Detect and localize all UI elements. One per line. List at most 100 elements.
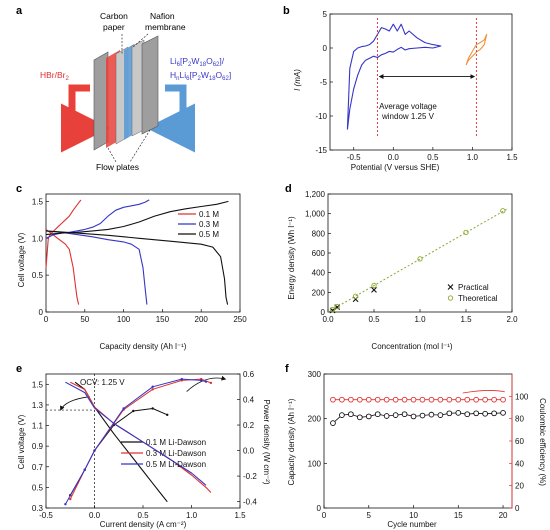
blue-loop-arrow (165, 84, 187, 132)
e-power-point (209, 381, 213, 385)
c-charge-curve-0 (45, 199, 82, 268)
panel-d-letter: d (285, 183, 292, 195)
d-ylabel: Energy density (Wh l⁻¹) (287, 216, 296, 300)
y2-tick-label: 0.6 (243, 370, 255, 379)
e-legend-label: 0.5 M Li-Dawson (146, 460, 206, 469)
e-xlabel: Current density (A cm⁻²) (100, 520, 187, 529)
carbon-paper-label-2: paper (103, 22, 125, 32)
x-tick-label: 1.5 (506, 153, 518, 162)
x-tick-label: 1.5 (234, 511, 246, 520)
panel-e-letter: e (16, 363, 22, 375)
f-efficiency-point (339, 396, 345, 403)
e-legend-label: 0.3 M Li-Dawson (146, 449, 206, 458)
e-power-point (200, 379, 203, 382)
c-xlabel: Capacity density (Ah l⁻¹) (100, 342, 187, 351)
f-efficiency-arrow (462, 390, 505, 394)
f-efficiency-point (374, 396, 381, 403)
b-frame (329, 13, 513, 151)
b-ylabel: I (mA) (293, 69, 302, 91)
y2-tick-label: 0.0 (243, 447, 255, 456)
f-efficiency-point (401, 396, 408, 403)
e-power-curve-2 (64, 378, 207, 505)
x-tick-label: 0.5 (427, 153, 439, 162)
x-tick-label: 1.0 (186, 511, 198, 520)
y-tick-label: 200 (312, 288, 326, 297)
y-tick-label: 1.5 (32, 197, 44, 206)
f-capacity-point (339, 412, 345, 418)
f-y2label: Coulombic efficiency (%) (538, 398, 547, 486)
c-legend-label: 0.1 M (199, 210, 219, 219)
e-right-arrow (186, 375, 227, 392)
x-tick-label: -0.5 (347, 153, 361, 162)
e-polarization-curve-2 (65, 381, 207, 486)
y2-tick-label: 20 (515, 482, 524, 491)
e-power-point (204, 380, 208, 383)
f-capacity-point (446, 410, 453, 417)
y-tick-label: 300 (308, 370, 322, 379)
d-theoretical-point (463, 229, 469, 236)
e-y2label: Power density (W cm⁻²) (262, 399, 271, 484)
y2-tick-label: 60 (515, 437, 524, 446)
panel-b-letter: b (283, 5, 290, 17)
f-capacity-point (356, 414, 363, 421)
f-efficiency-point (348, 396, 354, 403)
x-tick-label: 250 (233, 315, 247, 324)
y-tick-label: -5 (320, 78, 328, 87)
e-power-point (64, 502, 67, 506)
f-efficiency-point (356, 396, 363, 403)
y2-tick-label: 0.2 (243, 421, 255, 430)
x-tick-label: 0.0 (89, 511, 101, 520)
y2-tick-label: 100 (515, 392, 529, 401)
b-cv-curve-0 (346, 23, 442, 130)
carbon-paper-label-1: Carbon (100, 11, 128, 21)
f-ylabel: Capacity density (Ah l⁻¹) (287, 398, 296, 485)
x-tick-label: 0.0 (322, 315, 334, 324)
f-efficiency-point (428, 396, 435, 403)
d-legend-swatch (447, 284, 454, 290)
x-tick-label: -0.5 (39, 511, 53, 520)
e-power-point (93, 449, 96, 452)
f-efficiency-point (491, 396, 497, 403)
y-tick-label: 1.1 (32, 422, 44, 431)
panel-c-letter: c (16, 183, 22, 195)
x-tick-label: 15 (454, 511, 463, 520)
f-efficiency-point (446, 396, 453, 403)
y2-tick-label: 0.4 (243, 396, 255, 405)
flow-plate-right (141, 35, 159, 135)
e-power-point (132, 409, 135, 413)
e-power-point (151, 385, 154, 388)
y-tick-label: 0 (39, 308, 44, 317)
panel-b-chart: -0.5 0.0 0.5 1.0 1.5 5 0 -5 -10 -15 (315, 10, 518, 162)
x-tick-label: 2.0 (506, 315, 518, 324)
y-tick-label: 200 (308, 415, 322, 424)
c-legend-label: 0.5 M (199, 230, 219, 239)
y-tick-label: 0.7 (32, 463, 44, 472)
d-theoretical-point (500, 208, 506, 214)
x-tick-label: 0 (322, 511, 327, 520)
b-annotation-2: window 1.25 V (381, 112, 435, 121)
y2-tick-label: 40 (515, 459, 524, 468)
f-capacity-point (419, 412, 426, 419)
nafion-membrane (124, 44, 134, 140)
panel-e-chart: -0.5 0.0 0.5 1.0 1.5 0.3 0.5 0.7 0.9 1.1 1.3 1.5 -0.… (32, 370, 257, 520)
panel-a: a Carbon paper Nafion membrane HBr/Br2 L… (16, 5, 231, 172)
y2-tick-label: 0 (515, 504, 520, 513)
f-capacity-point (383, 413, 390, 419)
c-discharge-curve-1 (45, 230, 148, 305)
c-frame (45, 193, 241, 313)
panel-f-letter: f (285, 363, 289, 375)
f-xlabel: Cycle number (387, 520, 437, 529)
nafion-label-1: Nafion (150, 11, 175, 21)
li-dawson-label: Li6[P2W18O62]/ (170, 56, 225, 68)
y-tick-label: 600 (312, 249, 326, 258)
y-tick-label: 0.5 (32, 271, 44, 280)
y-tick-label: 0 (321, 308, 326, 317)
f-capacity-point (482, 410, 488, 417)
y-tick-label: 1.5 (32, 380, 44, 389)
y-tick-label: 1.0 (32, 234, 44, 243)
panel-c-chart: 0 50 100 150 200 250 0 0.5 1.0 1.5 0.1 M0.3 M0.5 M (32, 193, 247, 324)
f-capacity-point (428, 411, 435, 418)
x-tick-label: 1.5 (460, 315, 472, 324)
f-efficiency-point (455, 396, 462, 403)
flow-plates-label: Flow plates (96, 162, 139, 172)
